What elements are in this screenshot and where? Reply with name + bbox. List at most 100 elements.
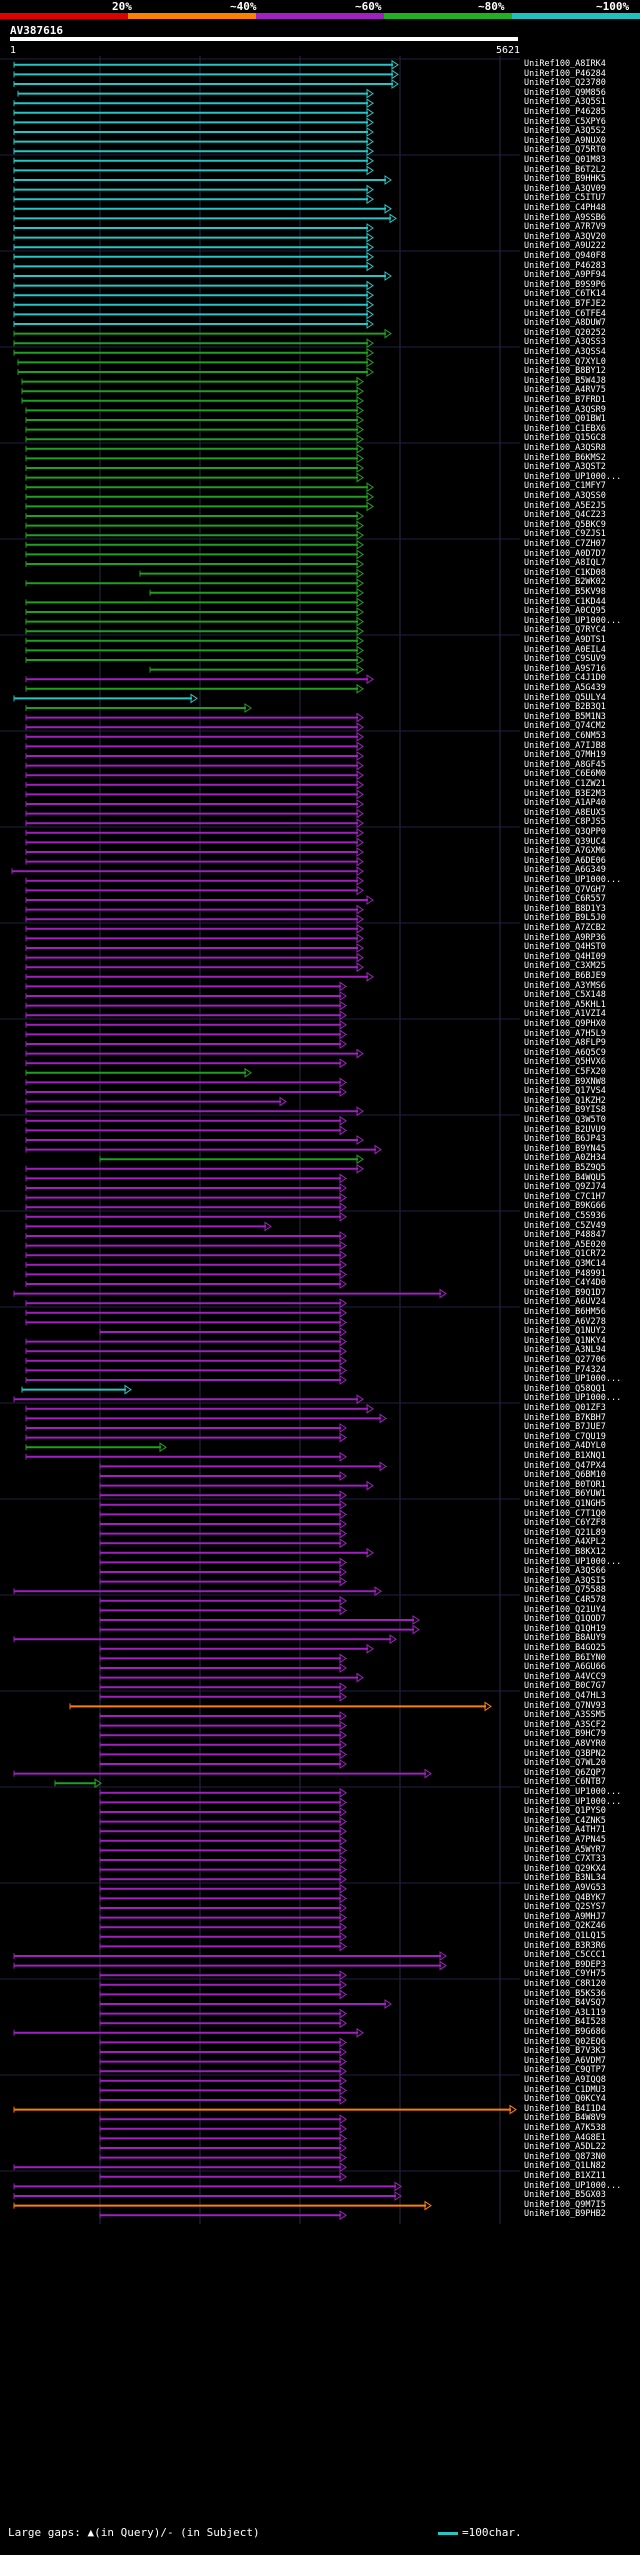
hit-row[interactable] <box>99 1720 347 1731</box>
hit-label[interactable]: UniRef100_A6DE06 <box>524 855 606 866</box>
hit-row[interactable] <box>99 1845 347 1856</box>
hit-row[interactable] <box>25 1259 347 1270</box>
hit-row[interactable] <box>13 117 374 128</box>
hit-row[interactable] <box>99 1653 347 1664</box>
hit-label[interactable]: UniRef100_C7XT33 <box>524 1854 606 1865</box>
hit-label[interactable]: UniRef100_B6T2L2 <box>524 164 606 175</box>
hit-label[interactable]: UniRef100_A4VCC9 <box>524 1671 606 1682</box>
hit-row[interactable] <box>25 1058 347 1069</box>
hit-row[interactable] <box>99 1576 347 1587</box>
hit-label[interactable]: UniRef100_A3QV20 <box>524 231 606 242</box>
hit-row[interactable] <box>13 290 374 301</box>
hit-label[interactable]: UniRef100_A6GU66 <box>524 1662 606 1673</box>
hit-row[interactable] <box>13 1634 397 1645</box>
hit-row[interactable] <box>25 895 374 905</box>
hit-row[interactable] <box>25 1336 347 1347</box>
hit-label[interactable]: UniRef100_A7R7V9 <box>524 222 606 233</box>
hit-row[interactable] <box>99 2171 347 2182</box>
hit-row[interactable] <box>13 2200 432 2211</box>
hit-label[interactable]: UniRef100_C3XM25 <box>524 961 606 972</box>
hit-row[interactable] <box>99 1471 347 1481</box>
hit-row[interactable] <box>13 2027 364 2038</box>
hit-label[interactable]: UniRef100_A9NUX0 <box>524 135 606 146</box>
hit-label[interactable]: UniRef100_UP1000... <box>524 1374 622 1385</box>
hit-row[interactable] <box>13 1288 447 1299</box>
hit-label[interactable]: UniRef100_C8PJS5 <box>524 817 606 828</box>
hit-label[interactable]: UniRef100_C7T1Q0 <box>524 1508 606 1519</box>
hit-row[interactable] <box>11 866 364 877</box>
hit-row[interactable] <box>13 223 374 233</box>
hit-label[interactable]: UniRef100_A7ZCB2 <box>524 923 606 933</box>
hit-label[interactable]: UniRef100_C4Y4D0 <box>524 1278 606 1289</box>
hit-row[interactable] <box>25 779 364 790</box>
hit-row[interactable] <box>13 107 374 118</box>
hit-row[interactable] <box>99 1567 347 1577</box>
hit-label[interactable]: UniRef100_Q1LN82 <box>524 2161 606 2172</box>
hit-label[interactable]: UniRef100_B5KV98 <box>524 587 606 597</box>
hit-row[interactable] <box>25 837 364 848</box>
hit-row[interactable] <box>25 962 364 973</box>
hit-row[interactable] <box>13 1960 447 1971</box>
hit-label[interactable]: UniRef100_Q9PHX0 <box>524 1019 606 1029</box>
hit-row[interactable] <box>25 655 364 665</box>
hit-label[interactable]: UniRef100_C1ZW21 <box>524 779 606 789</box>
hit-row[interactable] <box>25 1317 347 1328</box>
hit-label[interactable]: UniRef100_B9PHB2 <box>524 2209 606 2220</box>
hit-row[interactable] <box>99 1816 347 1827</box>
hit-row[interactable] <box>21 1384 132 1395</box>
hit-row[interactable] <box>13 347 374 358</box>
hit-row[interactable] <box>13 79 399 89</box>
hit-label[interactable]: UniRef100_A8DUW7 <box>524 318 606 329</box>
hit-row[interactable] <box>25 981 347 992</box>
hit-label[interactable]: UniRef100_UP1000... <box>524 1393 622 1404</box>
hit-row[interactable] <box>25 1125 347 1136</box>
hit-row[interactable] <box>99 2075 347 2086</box>
hit-label[interactable]: UniRef100_Q873N0 <box>524 2151 606 2162</box>
hit-row[interactable] <box>25 1240 347 1251</box>
hit-label[interactable]: UniRef100_A7GXM6 <box>524 846 606 857</box>
hit-label[interactable]: UniRef100_C6NM53 <box>524 731 606 741</box>
hit-label[interactable]: UniRef100_C6NTB7 <box>524 1777 606 1788</box>
hit-label[interactable]: UniRef100_Q1CR72 <box>524 1249 606 1260</box>
hit-label[interactable]: UniRef100_B9XNW8 <box>524 1076 606 1087</box>
hit-row[interactable] <box>25 799 364 809</box>
hit-label[interactable]: UniRef100_A7IJB8 <box>524 740 606 751</box>
hit-label[interactable]: UniRef100_B6HM56 <box>524 1307 606 1317</box>
hit-row[interactable] <box>99 1663 347 1673</box>
hit-row[interactable] <box>25 1067 252 1078</box>
hit-row[interactable] <box>99 1154 364 1165</box>
hit-label[interactable]: UniRef100_B8KX12 <box>524 1547 606 1557</box>
hit-row[interactable] <box>25 1451 347 1462</box>
hit-row[interactable] <box>99 1538 347 1549</box>
hit-label[interactable]: UniRef100_Q4CZ23 <box>524 510 606 521</box>
hit-row[interactable] <box>25 1346 347 1357</box>
hit-row[interactable] <box>99 2152 347 2163</box>
hit-label[interactable]: UniRef100_B5GX03 <box>524 2190 606 2201</box>
hit-label[interactable]: UniRef100_Q3W5T0 <box>524 1115 606 1125</box>
hit-label[interactable]: UniRef100_A5WYR7 <box>524 1844 606 1855</box>
hit-row[interactable] <box>99 1912 347 1923</box>
hit-label[interactable]: UniRef100_B6IYN0 <box>524 1652 606 1663</box>
hit-label[interactable]: UniRef100_Q2KZ46 <box>524 1921 606 1932</box>
hit-row[interactable] <box>25 1010 347 1021</box>
hit-label[interactable]: UniRef100_Q940F8 <box>524 251 606 261</box>
hit-row[interactable] <box>25 1077 347 1088</box>
hit-label[interactable]: UniRef100_A3L119 <box>524 2007 606 2018</box>
hit-label[interactable]: UniRef100_C9YH75 <box>524 1969 606 1980</box>
hit-row[interactable] <box>99 1883 347 1894</box>
hit-row[interactable] <box>25 1048 364 1059</box>
hit-label[interactable]: UniRef100_Q21L89 <box>524 1527 606 1538</box>
hit-label[interactable]: UniRef100_Q6ZQP7 <box>524 1767 606 1778</box>
hit-label[interactable]: UniRef100_C5S936 <box>524 1211 606 1221</box>
hit-row[interactable] <box>99 2143 347 2153</box>
hit-row[interactable] <box>54 1778 102 1789</box>
hit-label[interactable]: UniRef100_A5G439 <box>524 683 606 693</box>
hit-label[interactable]: UniRef100_B8BY12 <box>524 366 606 377</box>
hit-row[interactable] <box>13 127 374 137</box>
hit-row[interactable] <box>25 703 252 713</box>
hit-row[interactable] <box>13 136 374 147</box>
hit-row[interactable] <box>25 1087 347 1097</box>
hit-row[interactable] <box>13 213 397 224</box>
hit-row[interactable] <box>99 1979 347 1990</box>
hit-row[interactable] <box>25 1135 364 1145</box>
